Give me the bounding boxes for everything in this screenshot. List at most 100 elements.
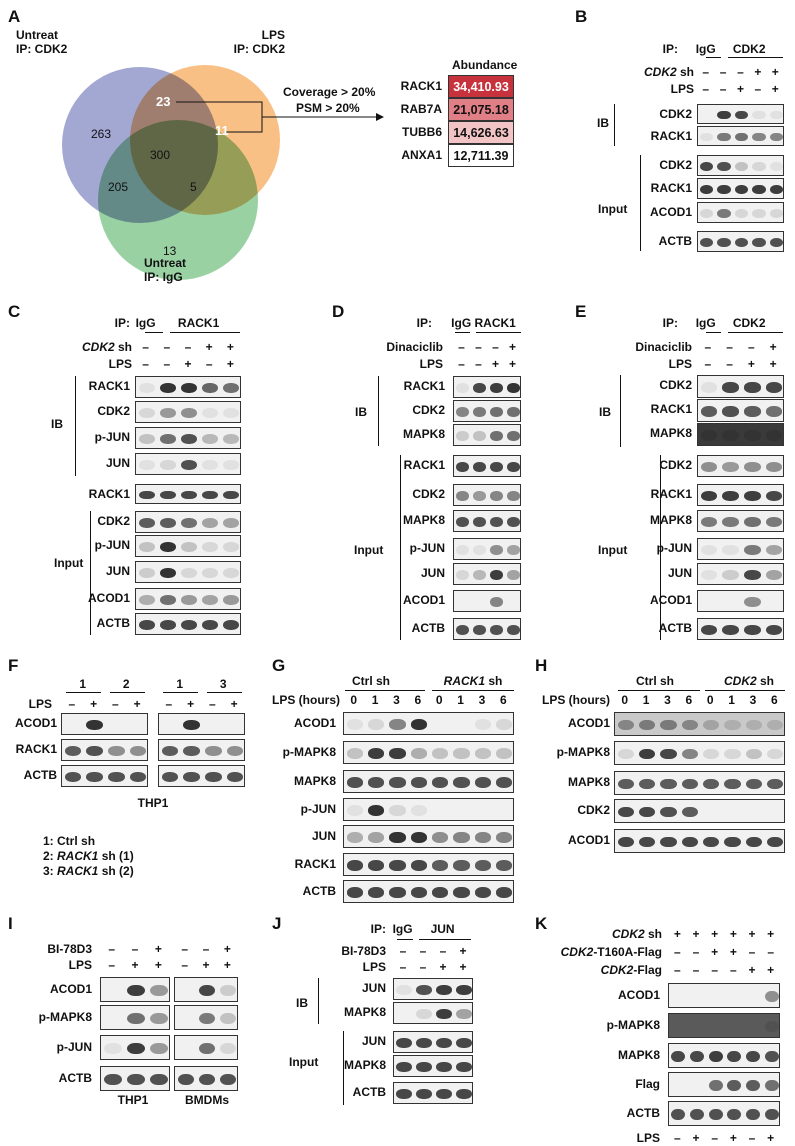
blot-band: [708, 1051, 723, 1062]
blot-band: [86, 720, 103, 730]
blot-band: [150, 1074, 169, 1085]
time-cell: 0: [350, 693, 358, 707]
panel-label: B: [575, 7, 588, 26]
legend-item: 3: RACK1 sh (2): [43, 864, 134, 878]
blot-band: [456, 625, 469, 635]
divider-line: [318, 978, 319, 1024]
blot-band: [223, 434, 240, 444]
input-label: Input: [598, 202, 628, 216]
blot-band: [456, 407, 469, 417]
blot-band: [86, 746, 103, 756]
blot-band: [734, 237, 749, 248]
group-label: Ctrl sh: [635, 674, 674, 688]
blot-band: [177, 1074, 194, 1085]
venn-set-label: Untreat IP: CDK2: [16, 28, 68, 56]
blot-band: [202, 408, 219, 418]
legend-num: 2:: [43, 849, 58, 863]
blot-strip: [697, 455, 784, 477]
blot-strip: [614, 741, 785, 765]
row-label: CDK2: [577, 803, 610, 817]
blot-strip: [100, 1035, 170, 1060]
blot-band: [473, 570, 486, 580]
sign-cell: –: [68, 697, 76, 711]
legend-num: 3:: [43, 864, 58, 878]
blot-band: [490, 491, 503, 501]
abundance-value: 14,626.63: [448, 121, 514, 144]
sign-cell: +: [133, 697, 141, 711]
blot-band: [220, 1013, 237, 1024]
blot-strip: [135, 535, 241, 557]
blot-strip: [135, 613, 241, 635]
row-label: Flag: [635, 1077, 660, 1091]
blot-band: [396, 985, 412, 995]
blot-band: [159, 408, 176, 418]
row-label: JUN: [105, 564, 130, 578]
blot-band: [767, 719, 784, 731]
row-label: ACTB: [658, 234, 692, 248]
row-label: MAPK8: [343, 1058, 386, 1072]
blot-band: [638, 806, 656, 818]
sign-cell: –: [163, 340, 171, 354]
cell-label: THP1: [117, 1093, 149, 1107]
divider-line: [614, 104, 615, 146]
blot-band: [367, 860, 385, 871]
sign-cell: –: [108, 942, 115, 956]
divider-line: [163, 692, 198, 693]
divider-line: [75, 376, 76, 476]
venn-count: 11: [215, 123, 229, 138]
sign-cell: –: [165, 697, 173, 711]
panel-label: H: [535, 656, 548, 675]
blot-band: [724, 836, 741, 848]
blot-band: [745, 748, 763, 760]
blot-strip: [343, 798, 514, 821]
blot-strip: [697, 231, 784, 252]
row-label: RACK1: [403, 379, 445, 393]
divider-line: [705, 690, 785, 691]
row-label: JUN: [311, 829, 336, 843]
blot-band: [769, 237, 783, 248]
divider-line: [660, 455, 661, 640]
blot-band: [507, 570, 520, 580]
lps-label: LPS: [108, 357, 132, 371]
blot-band: [127, 985, 145, 996]
sign-cell: +: [711, 945, 719, 959]
time-cell: 0: [621, 693, 629, 707]
sign-cell: –: [711, 963, 718, 977]
blot-band: [496, 777, 513, 788]
row-label: ACOD1: [402, 593, 445, 607]
blot-band: [223, 595, 240, 605]
blot-band: [617, 806, 634, 818]
legend-text: sh (2): [98, 864, 134, 878]
sign-cell: +: [491, 357, 499, 371]
blot-band: [180, 434, 198, 444]
sign-cell: +: [769, 357, 777, 371]
row-label: ACOD1: [49, 982, 92, 996]
blot-band: [150, 1043, 169, 1054]
blot-band: [681, 719, 698, 731]
blot-band: [744, 517, 761, 527]
blot-band: [159, 620, 176, 630]
legend-item: 1: Ctrl sh: [43, 834, 95, 848]
divider-line: [455, 332, 470, 333]
blot-band: [717, 132, 731, 142]
divider-line: [400, 455, 401, 640]
sign-cell: –: [131, 942, 139, 956]
blot-band: [223, 542, 240, 552]
blot-band: [765, 430, 783, 441]
blot-band: [183, 746, 200, 756]
blot-band: [367, 805, 385, 816]
blot-band: [129, 772, 147, 782]
igg-label: IgG: [392, 922, 413, 936]
blot-band: [767, 836, 784, 848]
blot-band: [744, 406, 761, 417]
sign-cell: +: [154, 942, 162, 956]
blot-band: [765, 491, 783, 501]
blot-strip: [453, 563, 521, 585]
blot-band: [744, 570, 761, 580]
sign-cell: –: [475, 357, 482, 371]
blot-band: [734, 110, 749, 120]
blot-band: [180, 490, 198, 500]
blot-strip: [174, 1035, 238, 1060]
time-cell: 3: [664, 693, 671, 707]
gene-name: CDK2: [643, 65, 677, 79]
